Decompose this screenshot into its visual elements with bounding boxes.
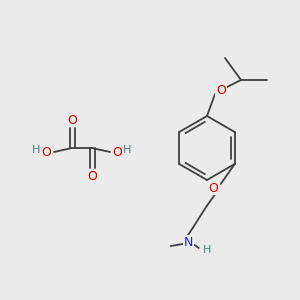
Text: H: H	[123, 145, 131, 155]
Text: O: O	[41, 146, 51, 158]
Text: O: O	[112, 146, 122, 158]
Text: O: O	[208, 182, 218, 194]
Text: N: N	[184, 236, 194, 248]
Text: O: O	[87, 169, 97, 182]
Text: H: H	[202, 245, 211, 255]
Text: O: O	[216, 83, 226, 97]
Text: H: H	[32, 145, 40, 155]
Text: O: O	[67, 113, 77, 127]
